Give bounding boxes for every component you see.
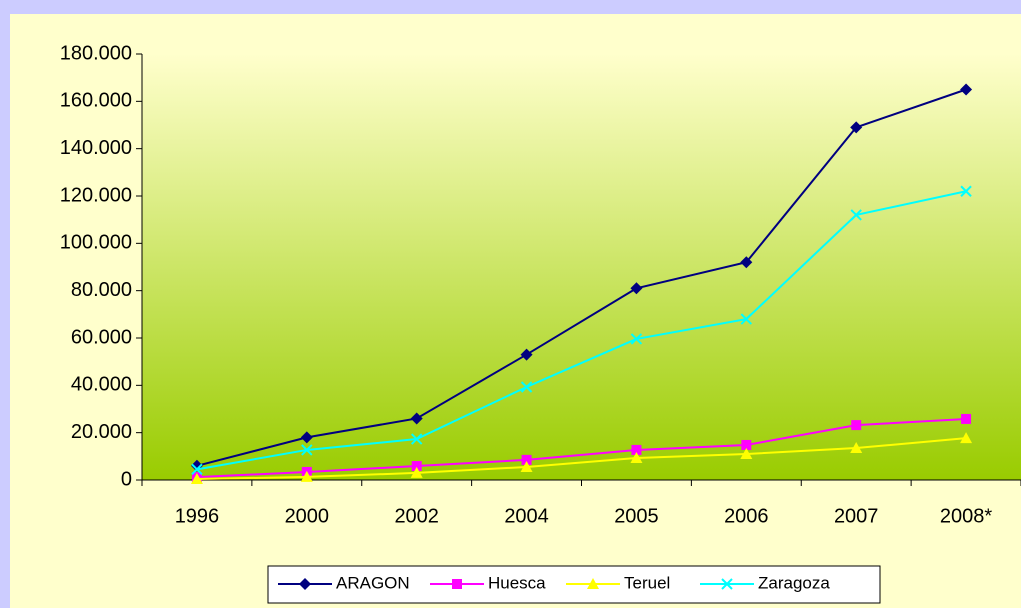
- marker: [452, 579, 462, 589]
- y-tick-label: 160.000: [60, 90, 132, 112]
- y-tick-label: 100.000: [60, 232, 132, 254]
- plot-area: [142, 54, 1021, 480]
- x-tick-label: 1996: [175, 505, 220, 527]
- y-tick-label: 120.000: [60, 184, 132, 206]
- marker: [410, 412, 423, 425]
- marker: [410, 466, 423, 478]
- marker: [721, 578, 733, 590]
- legend-entries: ARAGON Huesca Teruel Zaragoza: [278, 573, 830, 592]
- x-tick-label: 2005: [614, 505, 659, 527]
- series-line: [196, 88, 967, 467]
- marker: [301, 444, 313, 456]
- marker: [630, 282, 643, 295]
- marker: [631, 444, 642, 455]
- x-tick-label: 2006: [724, 505, 769, 527]
- y-tick-label: 60.000: [71, 326, 132, 348]
- marker: [300, 470, 313, 482]
- marker: [520, 460, 533, 472]
- marker: [191, 463, 203, 476]
- marker: [851, 420, 862, 431]
- marker: [850, 442, 863, 454]
- marker: [587, 578, 599, 589]
- y-tick-label: 20.000: [71, 421, 132, 443]
- marker: [630, 333, 643, 345]
- marker: [410, 433, 423, 445]
- marker: [520, 348, 533, 361]
- marker: [741, 439, 752, 450]
- x-tick-label: 2008*: [940, 505, 992, 527]
- series-line: [196, 190, 967, 471]
- legend: [267, 565, 881, 604]
- marker: [960, 185, 972, 197]
- marker: [300, 431, 313, 444]
- marker: [411, 461, 422, 472]
- marker: [630, 451, 643, 463]
- y-tick-label: 80.000: [71, 279, 132, 301]
- legend-label: ARAGON: [336, 573, 410, 592]
- x-tick-label: 2000: [285, 505, 330, 527]
- marker: [740, 447, 753, 459]
- y-tick-label: 0: [121, 468, 132, 490]
- x-tick-label: 2007: [834, 505, 879, 527]
- marker: [521, 454, 532, 465]
- y-tick-label: 180.000: [60, 42, 132, 64]
- marker: [740, 256, 753, 269]
- y-tick-label: 140.000: [60, 137, 132, 159]
- marker: [960, 83, 973, 96]
- marker: [520, 381, 533, 393]
- marker: [850, 121, 863, 134]
- marker: [740, 313, 753, 325]
- x-tick-label: 2004: [504, 505, 549, 527]
- marker: [190, 473, 203, 485]
- legend-label: Teruel: [624, 573, 670, 592]
- series-line: [196, 437, 967, 481]
- series-line: [196, 417, 967, 479]
- y-tick-label: 40.000: [71, 374, 132, 396]
- marker: [850, 209, 862, 221]
- marker: [960, 432, 973, 444]
- legend-label: Zaragoza: [758, 573, 830, 592]
- marker: [299, 578, 311, 590]
- legend-label: Huesca: [488, 573, 546, 592]
- x-tick-label: 2002: [394, 505, 439, 527]
- marker: [961, 413, 972, 424]
